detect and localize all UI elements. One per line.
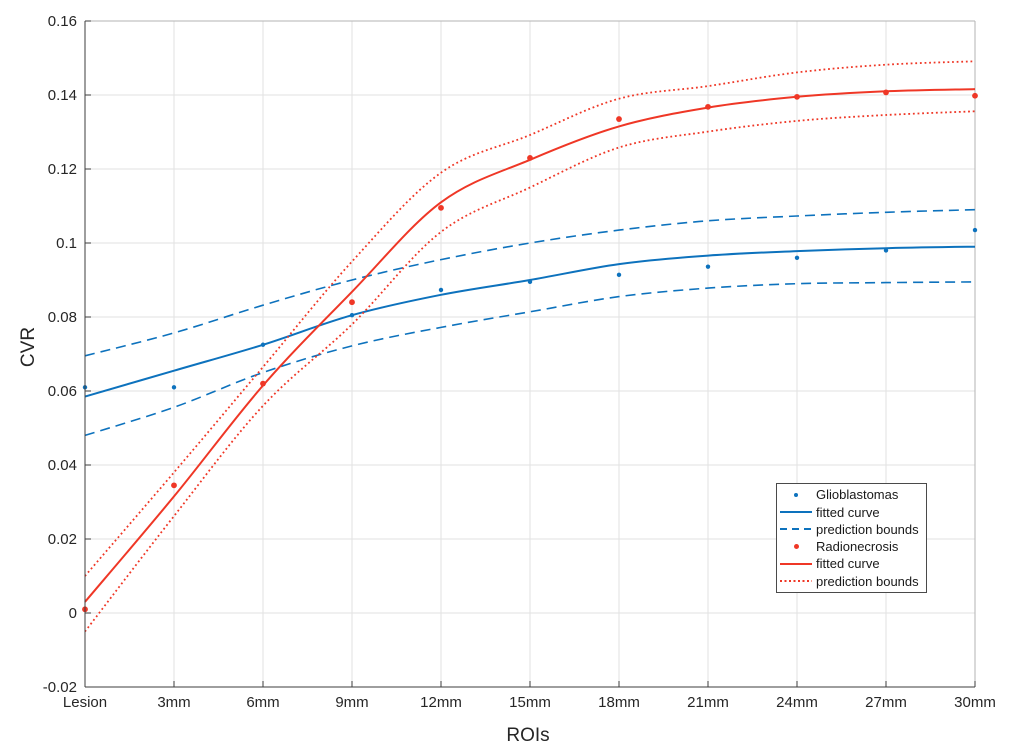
legend-item-glioblastomas-bounds: prediction bounds [777,521,926,538]
x-tick-label: 24mm [776,694,818,711]
x-axis-label: ROIs [506,725,550,746]
legend-label: Glioblastomas [816,487,899,503]
scatter-marker-icon [780,541,812,553]
x-tick-label: 6mm [246,694,279,711]
y-tick-label: -0.02 [43,679,77,696]
solid-line-icon [780,558,812,570]
y-tick-label: 0 [69,605,77,622]
x-tick-label: 12mm [420,694,462,711]
y-tick-label: 0.1 [56,235,77,252]
x-tick-label: 15mm [509,694,551,711]
prediction-bounds-radionecrosis [84,60,976,633]
y-tick-label: 0.14 [48,87,77,104]
legend-item-radionecrosis-bounds: prediction bounds [777,573,926,590]
legend-label: prediction bounds [816,521,919,537]
dotted-line-icon [780,575,812,587]
y-tick-label: 0.04 [48,457,77,474]
legend-label: prediction bounds [816,573,919,589]
x-tick-label: 27mm [865,694,907,711]
legend-item-glioblastomas-fit: fitted curve [777,504,926,521]
prediction-bounds-glioblastomas [84,208,976,437]
x-tick-label: 30mm [954,694,996,711]
x-tick-label: 3mm [157,694,190,711]
y-tick-label: 0.12 [48,161,77,178]
scatter-marker-icon [780,489,812,501]
legend-label: fitted curve [816,556,880,572]
y-tick-label: 0.02 [48,531,77,548]
legend: Glioblastomas fitted curve prediction bo… [776,483,927,593]
scatter-glioblastomas [82,227,978,390]
solid-line-icon [780,506,812,518]
legend-item-radionecrosis: Radionecrosis [777,538,926,555]
x-tick-labels: Lesion 3mm 6mm 9mm 12mm 15mm 18mm 21mm 24mm 27mm 3… [63,694,996,711]
plot-box [85,20,976,687]
legend-item-glioblastomas: Glioblastomas [777,486,926,503]
x-tick-label: 21mm [687,694,729,711]
x-tick-label: 18mm [598,694,640,711]
fitted-curve-radionecrosis [84,88,976,603]
y-tick-label: 0.08 [48,309,77,326]
x-tick-label: 9mm [335,694,368,711]
legend-item-radionecrosis-fit: fitted curve [777,555,926,572]
legend-label: Radionecrosis [816,539,899,555]
legend-label: fitted curve [816,504,880,520]
y-tick-label: 0.06 [48,383,77,400]
dashed-line-icon [780,523,812,535]
x-tick-label: Lesion [63,694,107,711]
y-axis-label: CVR [18,326,39,368]
y-tick-label: 0.16 [48,13,77,30]
scatter-radionecrosis [82,89,978,613]
y-tick-labels: -0.02 0 0.02 0.04 0.06 0.08 0.1 0.12 0.14 0.16 [43,13,77,696]
tick-marks [84,20,976,688]
